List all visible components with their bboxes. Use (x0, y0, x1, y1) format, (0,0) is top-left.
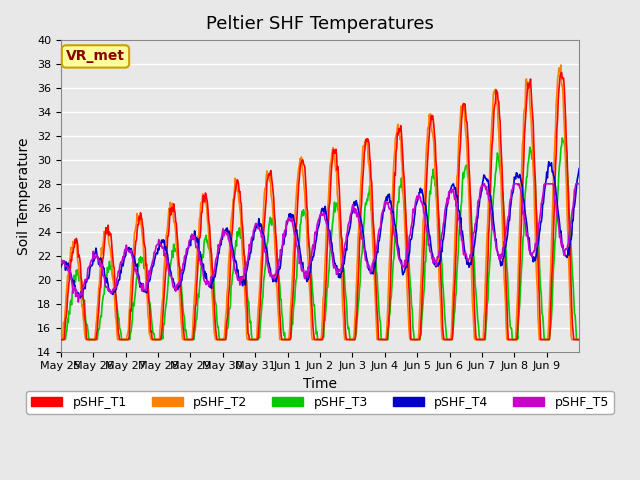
pSHF_T2 (403, 260, 410, 265)
X-axis label: Time: Time (303, 377, 337, 391)
pSHF_T1 (403, 220, 410, 226)
pSHF_T3 (118, 336, 125, 342)
pSHF_T5 (575, 181, 583, 187)
pSHF_T2 (57, 336, 65, 342)
pSHF_T2 (118, 336, 125, 342)
pSHF_T3 (239, 240, 246, 246)
pSHF_T4 (118, 261, 126, 266)
pSHF_T4 (374, 250, 381, 255)
pSHF_T2 (239, 256, 246, 262)
pSHF_T2 (575, 336, 583, 342)
pSHF_T5 (74, 299, 82, 305)
pSHF_T2 (373, 336, 381, 342)
pSHF_T1 (558, 70, 566, 75)
pSHF_T3 (575, 336, 583, 342)
pSHF_T3 (373, 273, 381, 278)
pSHF_T2 (259, 229, 266, 235)
pSHF_T5 (259, 233, 267, 239)
pSHF_T1 (57, 336, 65, 342)
pSHF_T2 (213, 336, 221, 342)
pSHF_T1 (213, 336, 221, 342)
pSHF_T3 (259, 297, 266, 303)
Legend: pSHF_T1, pSHF_T2, pSHF_T3, pSHF_T4, pSHF_T5: pSHF_T1, pSHF_T2, pSHF_T3, pSHF_T4, pSHF… (26, 391, 614, 414)
pSHF_T5 (214, 250, 221, 255)
pSHF_T5 (374, 236, 381, 241)
pSHF_T5 (239, 274, 247, 280)
Text: VR_met: VR_met (66, 49, 125, 63)
pSHF_T2 (557, 62, 564, 68)
pSHF_T1 (259, 263, 266, 269)
pSHF_T4 (575, 166, 583, 171)
Line: pSHF_T5: pSHF_T5 (61, 184, 579, 302)
pSHF_T4 (214, 257, 221, 263)
pSHF_T4 (77, 295, 84, 301)
Line: pSHF_T1: pSHF_T1 (61, 72, 579, 339)
pSHF_T4 (259, 230, 267, 236)
pSHF_T4 (57, 264, 65, 270)
pSHF_T3 (559, 135, 566, 141)
pSHF_T3 (57, 336, 65, 342)
pSHF_T3 (403, 222, 410, 228)
pSHF_T4 (545, 159, 552, 165)
pSHF_T5 (57, 256, 65, 262)
pSHF_T1 (373, 309, 381, 315)
pSHF_T5 (480, 181, 488, 187)
pSHF_T1 (239, 225, 246, 230)
pSHF_T4 (239, 276, 247, 282)
pSHF_T5 (118, 257, 126, 263)
pSHF_T1 (575, 336, 583, 342)
Line: pSHF_T3: pSHF_T3 (61, 138, 579, 339)
pSHF_T4 (403, 264, 411, 269)
Y-axis label: Soil Temperature: Soil Temperature (17, 137, 31, 254)
Line: pSHF_T4: pSHF_T4 (61, 162, 579, 298)
Line: pSHF_T2: pSHF_T2 (61, 65, 579, 339)
pSHF_T1 (118, 336, 125, 342)
pSHF_T5 (403, 246, 411, 252)
pSHF_T3 (213, 317, 221, 323)
Title: Peltier SHF Temperatures: Peltier SHF Temperatures (206, 15, 434, 33)
